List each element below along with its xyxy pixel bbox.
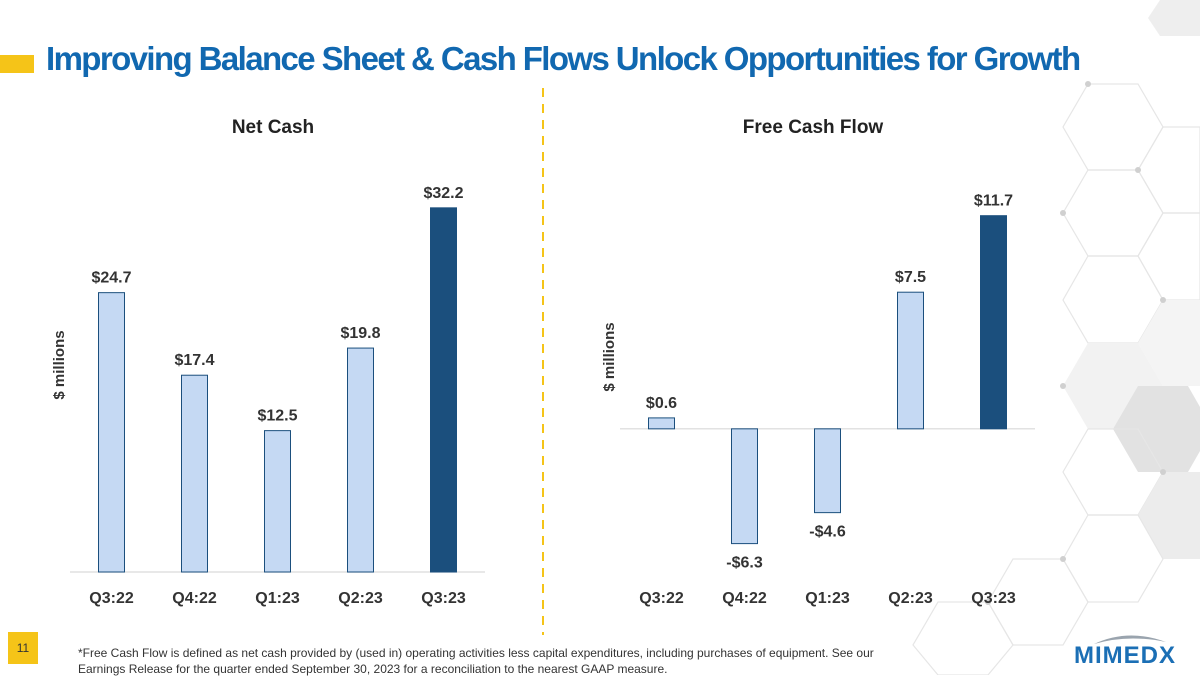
x-tick-label: Q1:23 [805, 590, 850, 607]
bar-Q1:23 [814, 428, 841, 514]
footnote: *Free Cash Flow is defined as net cash p… [78, 646, 874, 676]
chart-0: Net Cash $ millions $24.7 Q3:22 $17.4 Q4:22 $1… [51, 117, 485, 607]
page-number: 11 [8, 632, 38, 664]
mimedx-logo: MIMEDX [1066, 630, 1184, 670]
slide-title: Improving Balance Sheet & Cash Flows Unl… [46, 40, 1081, 77]
data-label: $32.2 [423, 185, 463, 202]
x-tick-label: Q4:22 [172, 590, 217, 607]
bar-Q3:22 [98, 292, 125, 573]
data-label: $7.5 [895, 269, 926, 286]
bar-Q1:23 [264, 430, 291, 573]
x-tick-label: Q2:23 [888, 590, 933, 607]
bar-Q4:22 [731, 428, 758, 545]
x-tick-label: Q4:22 [722, 590, 767, 607]
data-label: $11.7 [974, 193, 1013, 210]
x-tick-label: Q2:23 [338, 590, 383, 607]
bar-Q3:22 [648, 417, 675, 430]
data-label: $19.8 [340, 325, 380, 342]
data-label: $0.6 [646, 395, 677, 412]
y-axis-label: $ millions [601, 322, 618, 391]
data-label: $24.7 [91, 270, 131, 287]
bar-Q2:23 [897, 291, 924, 430]
x-tick-label: Q3:22 [89, 590, 134, 607]
logo-text: MIMEDX [1074, 642, 1176, 669]
data-label: -$4.6 [809, 524, 846, 541]
x-tick-label: Q1:23 [255, 590, 300, 607]
x-tick-label: Q3:22 [639, 590, 684, 607]
bar-Q4:22 [181, 374, 208, 573]
bar-Q3:23 [430, 207, 457, 573]
bar-Q3:23 [980, 215, 1007, 430]
bar-Q2:23 [347, 347, 374, 573]
data-label: $12.5 [257, 408, 297, 425]
data-label: -$6.3 [726, 555, 763, 572]
chart-1: Free Cash Flow $ millions $0.6 Q3:22 -$6.3 Q4… [601, 117, 1035, 607]
logo-swoosh-icon [1094, 635, 1166, 644]
data-label: $17.4 [174, 352, 214, 369]
chart-title: Free Cash Flow [743, 117, 884, 138]
x-tick-label: Q3:23 [971, 590, 1016, 607]
chart-title: Net Cash [232, 117, 314, 138]
x-tick-label: Q3:23 [421, 590, 466, 607]
y-axis-label: $ millions [51, 330, 68, 399]
title-accent-bar [0, 55, 34, 73]
